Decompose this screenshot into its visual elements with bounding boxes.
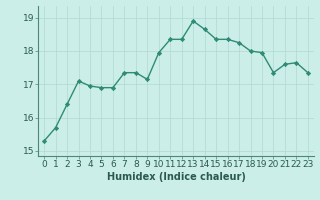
- X-axis label: Humidex (Indice chaleur): Humidex (Indice chaleur): [107, 172, 245, 182]
